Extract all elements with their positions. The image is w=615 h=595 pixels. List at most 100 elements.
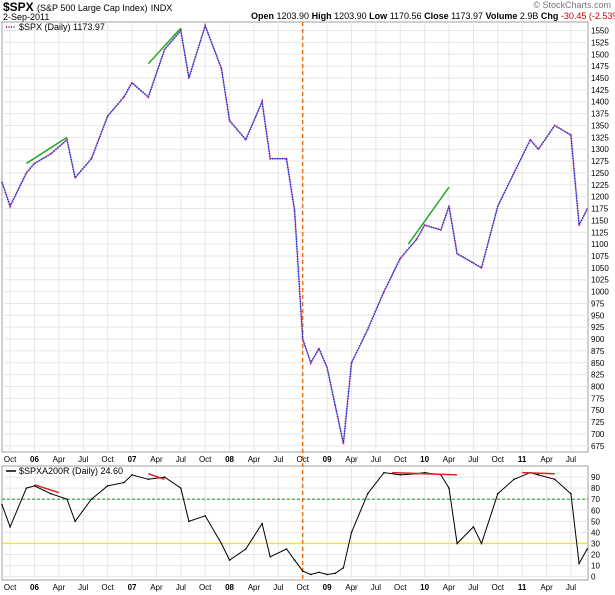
price-y-tick-label: 1150 [591,216,609,225]
price-y-tick-label: 1025 [591,276,609,285]
breadth-data-point [9,526,11,528]
breadth-data-point [25,487,28,489]
price-data-point [496,205,499,208]
price-data-point [309,361,312,364]
breadth-data-point [496,492,499,495]
open-value: 1203.90 [276,11,310,21]
breadth-data-point [163,476,166,478]
breadth-x-tick-label: Oct [4,583,17,592]
price-data-point [25,172,28,174]
price-x-tick-label: Apr [150,455,163,464]
breadth-data-point [220,542,223,545]
brand-watermark: © StockCharts.com [533,0,611,10]
price-y-tick-label: 950 [591,311,605,320]
breadth-x-tick-label: Jul [273,583,283,592]
breadth-y-tick-label: 10 [591,562,600,571]
breadth-data-point [537,474,540,476]
chart-title: $SPX (S&P 500 Large Cap Index) INDX [3,0,172,14]
breadth-data-point [74,520,76,523]
price-y-tick-label: 900 [591,335,605,344]
breadth-data-point [90,498,93,501]
price-y-tick-label: 1300 [591,145,609,154]
price-data-point [448,205,450,208]
breadth-data-point [472,526,475,528]
breadth-y-tick-label: 20 [591,551,600,560]
price-y-tick-label: 700 [591,430,605,439]
close-label: Close [424,11,449,21]
breadth-x-tick-label: Jul [176,583,186,592]
breadth-x-tick-label: Oct [101,583,114,592]
breadth-data-point [261,522,263,525]
price-data-point [480,266,483,269]
price-x-tick-label: Oct [101,455,114,464]
price-y-tick-label: 1475 [591,62,609,71]
breadth-x-tick-label: 09 [323,583,332,592]
price-data-point [439,228,442,231]
quote-bar: Open 1203.90 High 1203.90 Low 1170.56 Cl… [251,11,615,21]
price-data-point [350,361,353,364]
down-trendline [392,471,458,476]
breadth-data-point [578,562,580,565]
up-trendline [407,186,450,245]
breadth-x-tick-label: Jul [78,583,88,592]
symbol: $SPX [3,0,34,14]
price-data-point [366,328,369,331]
price-data-point [342,442,345,445]
high-label: High [311,11,332,21]
price-y-tick-label: 1100 [591,240,609,249]
price-y-tick-label: 1125 [591,228,609,237]
breadth-data-point [310,573,312,576]
price-x-tick-label: Apr [53,455,66,464]
breadth-x-tick-label: Apr [53,583,66,592]
price-x-tick-label: 07 [128,455,137,464]
price-data-point [228,119,231,122]
breadth-data-point [228,559,231,561]
breadth-data-point [301,570,304,572]
price-x-tick-label: 06 [30,455,39,464]
breadth-x-tick-label: Oct [394,583,407,592]
down-trendline [34,484,60,494]
breadth-legend-label: $SPXA200R (Daily) 24.60 [19,466,123,476]
price-x-tick-label: Jul [371,455,381,464]
down-trendline [522,471,555,475]
breadth-data-point [131,474,133,476]
price-x-tick-label: Jul [566,455,576,464]
price-data-point [123,96,125,98]
breadth-data-point [285,548,288,550]
breadth-data-point [350,531,353,534]
price-data-point [456,252,459,255]
price-y-tick-label: 875 [591,347,605,356]
breadth-data-point [456,542,458,545]
breadth-data-point [66,498,68,501]
price-y-tick-label: 1450 [591,74,609,83]
breadth-x-tick-label: Jul [566,583,576,592]
price-x-tick-label: 08 [225,455,234,464]
low-value: 1170.56 [389,11,422,21]
chg-label: Chg [540,11,559,21]
chart-date: 2-Sep-2011 [3,12,50,22]
breadth-x-tick-label: Oct [492,583,505,592]
breadth-data-point [318,571,320,574]
price-data-point [74,176,77,179]
breadth-x-tick-label: Apr [345,583,358,592]
breadth-data-point [188,520,190,523]
breadth-y-tick-label: 90 [591,473,600,482]
price-x-tick-label: 11 [518,455,527,464]
price-y-tick-label: 825 [591,371,605,380]
price-x-tick-label: Oct [199,455,212,464]
low-label: Low [369,11,388,21]
breadth-data-point [204,515,206,517]
price-data-point [163,48,166,51]
price-data-point [188,77,190,79]
breadth-x-tick-label: 10 [420,583,429,592]
price-data-point [220,67,223,70]
breadth-data-point [293,559,296,561]
breadth-data-point [570,492,572,495]
price-y-tick-label: 975 [591,299,605,308]
exchange: INDX [150,3,173,13]
breadth-data-point [513,478,515,481]
price-data-point [570,134,572,136]
breadth-x-tick-label: 06 [30,583,39,592]
breadth-data-point [1,503,3,506]
